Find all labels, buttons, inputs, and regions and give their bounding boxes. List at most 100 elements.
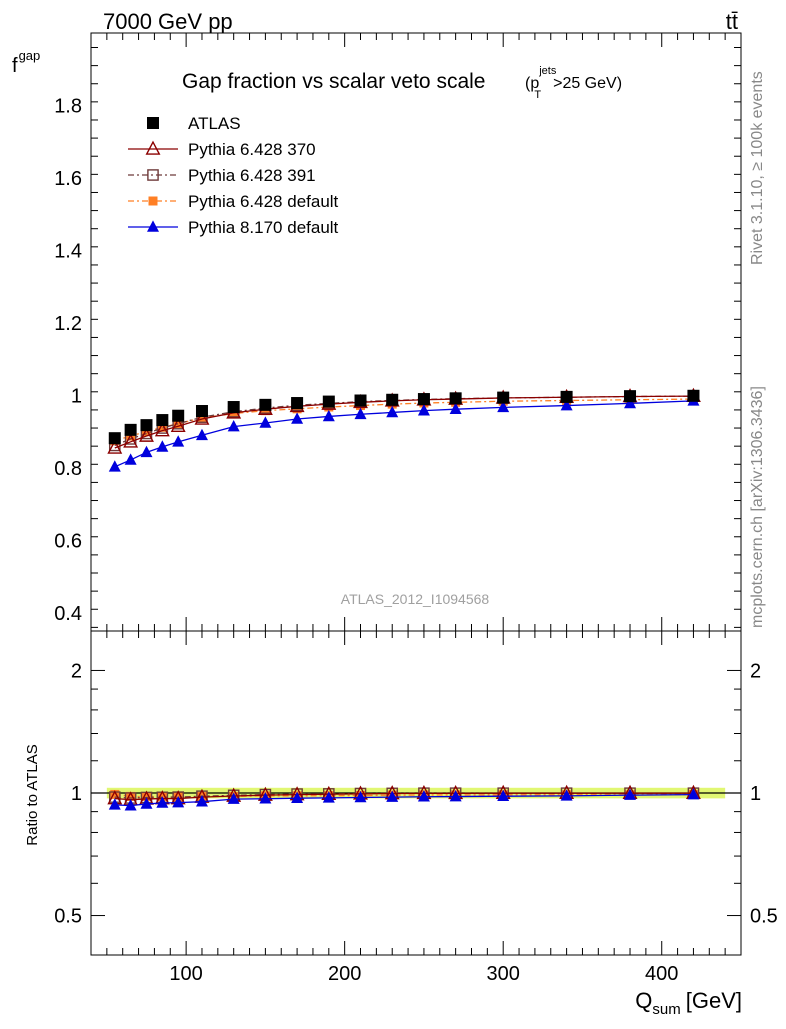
main-point-atlas (172, 409, 185, 422)
x-tick-label: 400 (645, 963, 678, 985)
main-point-atlas (140, 419, 153, 432)
y-tick-label: 1.4 (54, 240, 82, 262)
ratio-point-pythia-6-428-default (110, 789, 120, 799)
ratio-y-tick-label-right: 1 (750, 783, 761, 805)
main-point-atlas (560, 390, 573, 403)
ratio-point-pythia-8-170-default (322, 791, 335, 803)
ratio-ylabel: Ratio to ATLAS (24, 744, 41, 845)
legend-label-pythia-6-428-default: Pythia 6.428 default (188, 192, 339, 211)
ratio-point-pythia-8-170-default (172, 796, 185, 808)
y-tick-label: 1.6 (54, 168, 82, 190)
main-point-pythia-8-170-default (140, 445, 153, 458)
main-point-pythia-8-170-default (124, 453, 137, 465)
energy-label: 7000 GeV pp (103, 9, 233, 34)
x-tick-label: 300 (487, 963, 520, 985)
ratio-point-pythia-8-170-default (108, 798, 121, 810)
main-point-pythia-8-170-default (172, 435, 185, 447)
legend-marker-pythia-6-428-370 (145, 140, 161, 155)
legend-marker-atlas (147, 117, 159, 129)
ratio-point-pythia-8-170-default (624, 788, 637, 800)
main-point-pythia-6-428-default (173, 419, 183, 429)
main-line-pythia-6-428-370 (114, 395, 694, 449)
main-point-atlas (291, 397, 304, 410)
main-point-pythia-6-428-370 (194, 410, 210, 425)
ratio-point-pythia-8-170-default (140, 797, 153, 809)
main-point-pythia-6-428-370 (170, 417, 186, 433)
main-point-pythia-8-170-default (449, 402, 462, 414)
main-point-pythia-6-428-370 (123, 433, 139, 448)
rivet-label: Rivet 3.1.10, ≥ 100k events (749, 71, 766, 265)
legend: ATLAS Pythia 6.428 370 Pythia 6.428 391 Pyt… (128, 114, 339, 237)
legend-label-pythia-8-170-default: Pythia 8.170 default (188, 218, 339, 237)
process-label: tt̄ (726, 9, 738, 34)
y-tick-label: 0.8 (54, 458, 82, 480)
main-point-pythia-8-170-default (560, 398, 573, 411)
main-point-atlas (322, 395, 335, 408)
main-point-atlas (227, 401, 240, 414)
ratio-point-pythia-8-170-default (386, 790, 399, 802)
main-point-atlas (497, 391, 510, 404)
main-point-atlas (124, 423, 137, 436)
main-point-pythia-8-170-default (417, 404, 430, 416)
y-tick-label: 0.4 (54, 603, 82, 625)
main-point-pythia-6-428-370 (107, 439, 123, 454)
main-point-pythia-8-170-default (259, 416, 272, 428)
ratio-point-pythia-8-170-default (497, 789, 510, 802)
ratio-point-pythia-8-170-default (560, 789, 573, 801)
ratio-point-pythia-8-170-default (687, 787, 700, 800)
x-tick-label: 200 (328, 963, 361, 985)
ratio-y-tick-label: 2 (71, 660, 82, 682)
ratio-point-pythia-8-170-default (354, 790, 367, 803)
ratio-y-tick-label: 1 (71, 783, 82, 805)
ratio-y-tick-label-right: 2 (750, 660, 761, 682)
x-axis-label: Qsum [GeV] (635, 988, 742, 1018)
main-point-pythia-6-428-default (229, 409, 239, 419)
main-point-atlas (417, 393, 430, 406)
main-point-pythia-8-170-default (195, 428, 208, 441)
main-point-pythia-8-170-default (291, 412, 304, 424)
ratio-point-pythia-8-170-default (259, 792, 272, 804)
main-point-atlas (449, 392, 462, 405)
axis-ticks: 100 200 300 400 0.4 0.6 0.8 1 1.2 1.4 1.6 1.8 0.5 0.5… (54, 33, 778, 985)
ratio-point-pythia-8-170-default (417, 790, 430, 802)
main-point-pythia-6-428-default (197, 413, 207, 423)
y-tick-label: 0.6 (54, 530, 82, 552)
main-point-pythia-6-428-default (141, 427, 151, 437)
ratio-point-pythia-8-170-default (156, 796, 169, 808)
ratio-point-pythia-8-170-default (124, 799, 137, 811)
y-tick-label: 1.8 (54, 95, 82, 117)
chart-title-suffix: (pjets T>25 GeV) (525, 65, 622, 101)
legend-label-pythia-6-428-370: Pythia 6.428 370 (188, 140, 316, 159)
main-point-pythia-8-170-default (156, 440, 169, 452)
y-tick-label: 1.2 (54, 313, 82, 335)
ratio-point-pythia-6-428-default (126, 791, 136, 801)
main-point-atlas (687, 389, 700, 402)
ratio-point-pythia-8-170-default (449, 789, 462, 802)
ratio-y-tick-label: 0.5 (54, 906, 82, 928)
ratio-point-pythia-8-170-default (227, 792, 240, 804)
main-point-pythia-8-170-default (386, 405, 399, 418)
legend-label-atlas: ATLAS (188, 114, 241, 133)
main-point-pythia-8-170-default (354, 407, 367, 420)
x-tick-label: 100 (169, 963, 202, 985)
main-series-layer (107, 387, 701, 472)
analysis-watermark: ATLAS_2012_I1094568 (341, 591, 490, 607)
main-ylabel: fgap (12, 48, 40, 77)
main-point-pythia-6-428-default (157, 422, 167, 432)
legend-marker-pythia-6-428-391 (147, 169, 159, 181)
ratio-point-pythia-8-170-default (195, 795, 208, 807)
main-point-atlas (386, 393, 399, 406)
main-point-atlas (195, 405, 208, 418)
main-point-pythia-8-170-default (497, 400, 510, 413)
main-point-pythia-8-170-default (227, 419, 240, 432)
main-point-pythia-6-428-370 (139, 427, 154, 442)
legend-label-pythia-6-428-391: Pythia 6.428 391 (188, 166, 316, 185)
legend-marker-pythia-6-428-default (148, 196, 158, 206)
legend-marker-pythia-8-170-default (147, 220, 159, 232)
main-point-pythia-8-170-default (108, 460, 121, 472)
chart-title: Gap fraction vs scalar veto scale (182, 70, 485, 93)
main-point-atlas (108, 432, 121, 445)
ratio-point-pythia-8-170-default (291, 791, 304, 804)
